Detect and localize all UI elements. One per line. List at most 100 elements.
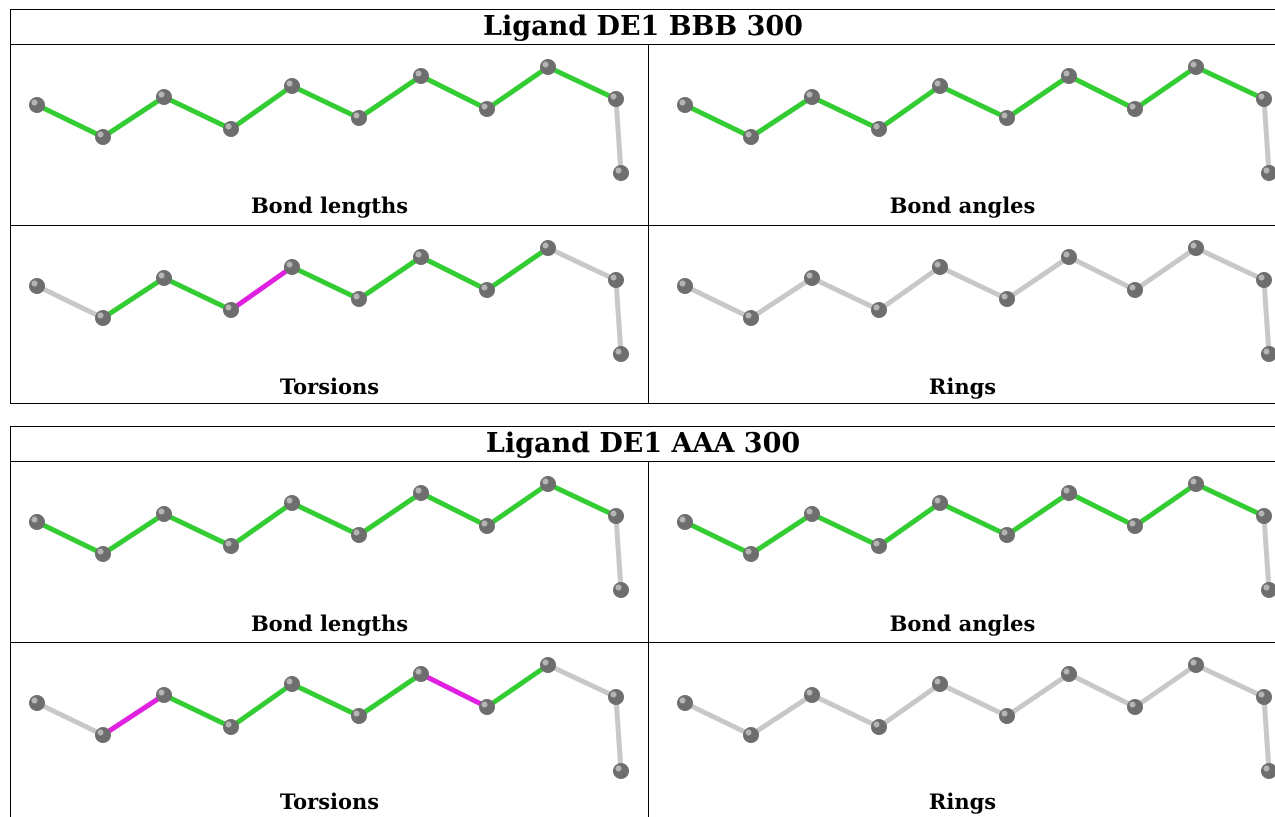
- atom: [479, 518, 495, 534]
- atom-highlight: [615, 584, 622, 591]
- atom-highlight: [481, 284, 488, 291]
- atom: [284, 78, 300, 94]
- bond: [100, 94, 167, 140]
- atom: [413, 485, 429, 501]
- bond: [613, 694, 624, 774]
- atom: [284, 676, 300, 692]
- atom-highlight: [1001, 112, 1008, 119]
- atom: [479, 282, 495, 298]
- atom: [743, 727, 759, 743]
- atom: [932, 259, 948, 275]
- atom-highlight: [1190, 478, 1197, 485]
- atom: [156, 270, 172, 286]
- molecule-diagram: [677, 240, 1275, 362]
- bond: [937, 264, 1010, 302]
- atom-highlight: [1258, 510, 1265, 517]
- atom: [999, 527, 1015, 543]
- atom-highlight: [1129, 701, 1136, 708]
- atom-highlight: [542, 659, 549, 666]
- atom: [677, 278, 693, 294]
- atom: [1256, 508, 1272, 524]
- bond: [484, 481, 551, 529]
- atom-highlight: [415, 668, 422, 675]
- atom-highlight: [1129, 284, 1136, 291]
- atom-highlight: [225, 540, 232, 547]
- atom: [540, 240, 556, 256]
- atom-highlight: [610, 691, 617, 698]
- bond: [1066, 490, 1138, 529]
- atom-highlight: [158, 272, 165, 279]
- atom: [613, 165, 629, 181]
- atom: [95, 727, 111, 743]
- atom: [804, 687, 820, 703]
- bond: [356, 490, 424, 538]
- atom: [932, 78, 948, 94]
- bond: [356, 254, 424, 302]
- atom: [223, 121, 239, 137]
- molecule-diagram: [29, 240, 629, 362]
- bond: [613, 513, 624, 593]
- atom: [156, 687, 172, 703]
- atom: [223, 719, 239, 735]
- bond: [228, 83, 295, 132]
- column-divider: [648, 462, 649, 817]
- atom-highlight: [415, 487, 422, 494]
- atom-highlight: [225, 123, 232, 130]
- bond: [748, 275, 815, 321]
- bond: [1132, 64, 1199, 112]
- bond: [228, 681, 295, 730]
- atom: [540, 476, 556, 492]
- bond: [34, 283, 106, 321]
- block-title: Ligand DE1 BBB 300: [11, 9, 1275, 45]
- atom: [351, 291, 367, 307]
- bond: [545, 662, 619, 700]
- atom: [29, 278, 45, 294]
- atom: [479, 101, 495, 117]
- bond: [100, 692, 167, 738]
- atom: [1061, 666, 1077, 682]
- molecule-diagram: [677, 59, 1275, 181]
- atom-highlight: [97, 729, 104, 736]
- panel-caption: Bond lengths: [250, 193, 409, 218]
- bond: [228, 500, 295, 549]
- atom-highlight: [806, 689, 813, 696]
- panel-rings: Rings: [649, 226, 1275, 403]
- bond: [1261, 513, 1272, 593]
- bond: [682, 519, 754, 557]
- atom-highlight: [31, 99, 38, 106]
- panel-caption: Rings: [928, 374, 997, 399]
- atom: [1256, 91, 1272, 107]
- bond: [1004, 73, 1072, 121]
- atom: [413, 68, 429, 84]
- atom-highlight: [1129, 103, 1136, 110]
- atom: [540, 59, 556, 75]
- atom: [29, 695, 45, 711]
- panel-torsions: Torsions: [11, 226, 648, 403]
- atom-highlight: [353, 710, 360, 717]
- bond: [34, 519, 106, 557]
- atom-highlight: [353, 529, 360, 536]
- bond: [1193, 481, 1267, 519]
- bond: [682, 102, 754, 140]
- atom: [677, 695, 693, 711]
- bond: [34, 102, 106, 140]
- atom-highlight: [934, 80, 941, 87]
- atom: [479, 699, 495, 715]
- bond: [356, 671, 424, 719]
- panel-bond-angles: Bond angles: [649, 462, 1275, 642]
- atom: [608, 508, 624, 524]
- atom-highlight: [1190, 61, 1197, 68]
- atom-highlight: [415, 251, 422, 258]
- bond: [1193, 64, 1267, 102]
- atom-highlight: [806, 508, 813, 515]
- atom: [804, 89, 820, 105]
- atom-highlight: [1263, 348, 1270, 355]
- bond: [1132, 662, 1199, 710]
- bond: [161, 511, 234, 549]
- bond: [937, 500, 1010, 538]
- row-divider: [11, 642, 1275, 643]
- bond: [34, 700, 106, 738]
- atom: [284, 259, 300, 275]
- bond: [161, 275, 234, 313]
- atom: [95, 546, 111, 562]
